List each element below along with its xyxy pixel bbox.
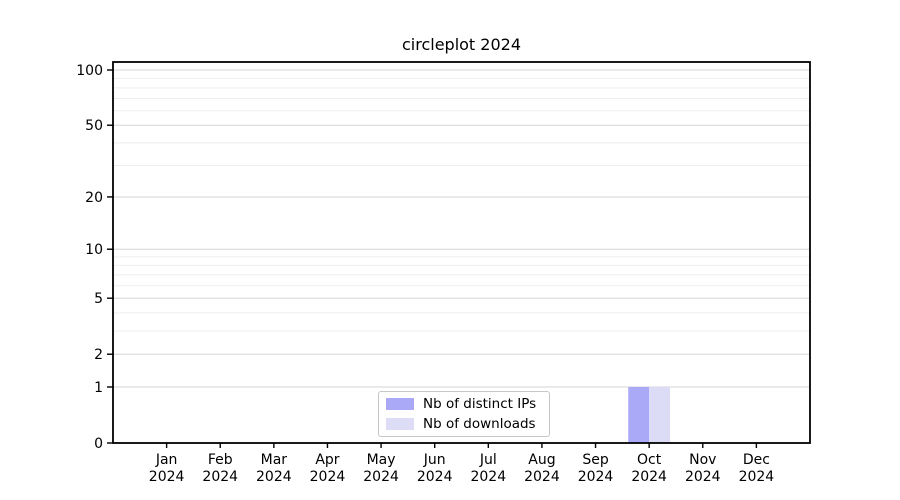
x-tick-label-year: 2024 <box>256 469 292 485</box>
y-tick-label: 0 <box>94 436 103 452</box>
x-tick-label-month: Apr <box>315 452 339 468</box>
x-tick-label-month: Nov <box>689 452 716 468</box>
x-tick-label-year: 2024 <box>578 469 614 485</box>
legend-item: Nb of distinct IPs <box>386 396 549 412</box>
x-tick-label-month: Jul <box>479 452 497 468</box>
x-tick-label-month: Dec <box>743 452 770 468</box>
x-tick-label-month: Sep <box>582 452 609 468</box>
y-tick-label: 100 <box>76 63 103 79</box>
x-tick-label-year: 2024 <box>470 469 506 485</box>
bar <box>628 386 650 443</box>
bar <box>649 386 671 443</box>
x-tick-label-year: 2024 <box>524 469 560 485</box>
x-tick-label-month: Feb <box>208 452 233 468</box>
y-tick-label: 20 <box>85 190 103 206</box>
y-tick-label: 10 <box>85 242 103 258</box>
x-tick-label-year: 2024 <box>363 469 399 485</box>
x-tick-label-year: 2024 <box>149 469 185 485</box>
y-tick-label: 50 <box>85 118 103 134</box>
x-tick-label-year: 2024 <box>417 469 453 485</box>
x-tick-label-year: 2024 <box>310 469 346 485</box>
x-tick-label-year: 2024 <box>202 469 238 485</box>
x-tick-label-year: 2024 <box>739 469 775 485</box>
legend-swatch-downloads <box>386 418 414 430</box>
y-tick-label: 1 <box>94 380 103 396</box>
x-tick-label-month: Oct <box>637 452 662 468</box>
x-tick-label-month: Jun <box>423 452 446 468</box>
legend-label-downloads: Nb of downloads <box>423 416 536 432</box>
legend-item: Nb of downloads <box>386 416 549 432</box>
chart-title: circleplot 2024 <box>401 35 522 54</box>
x-tick-label-month: May <box>367 452 396 468</box>
legend-label-distinct-ips: Nb of distinct IPs <box>423 396 537 412</box>
x-tick-label-month: Aug <box>528 452 555 468</box>
legend: Nb of distinct IPs Nb of downloads <box>378 391 550 437</box>
x-tick-label-month: Jan <box>155 452 178 468</box>
plot-frame <box>112 61 811 444</box>
legend-swatch-distinct-ips <box>386 398 414 410</box>
x-tick-label-year: 2024 <box>631 469 667 485</box>
y-tick-label: 2 <box>94 347 103 363</box>
y-tick-label: 5 <box>94 291 103 307</box>
x-tick-label-year: 2024 <box>685 469 721 485</box>
x-tick-label-month: Mar <box>261 452 288 468</box>
